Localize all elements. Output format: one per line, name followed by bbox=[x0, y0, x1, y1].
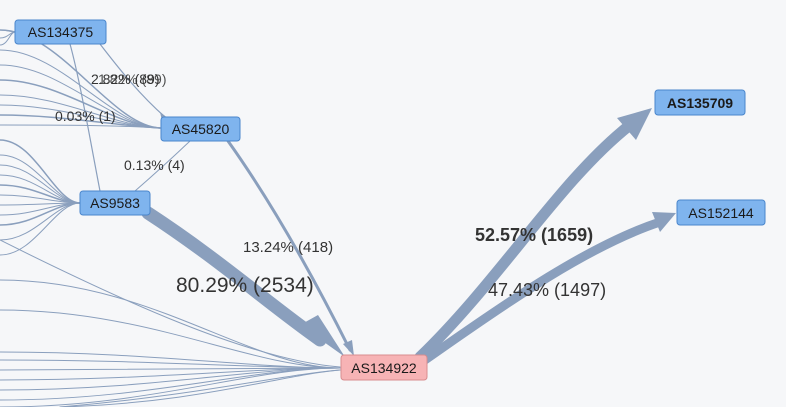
incoming-edges-fan bbox=[0, 29, 341, 407]
incoming-edge bbox=[0, 139, 81, 204]
node-as9583[interactable]: AS9583 bbox=[79, 190, 151, 216]
nodes: AS134375 AS45820 AS9583 AS134922 AS13570… bbox=[14, 19, 766, 381]
edge-label-as9583-as134922: 80.29% (2534) bbox=[176, 274, 314, 297]
node-as134922[interactable]: AS134922 bbox=[340, 354, 428, 381]
incoming-edge bbox=[0, 202, 81, 256]
node-label: AS134922 bbox=[351, 360, 417, 376]
edge-label-extra: 0.03% (1) bbox=[55, 108, 116, 124]
main-edges bbox=[69, 43, 676, 365]
arrowhead-as9583-as134922 bbox=[300, 315, 345, 357]
incoming-edge bbox=[0, 367, 341, 371]
edge-labels: 2.82% (89) 1.82% (89) 0.03% (1) 0.13% (4… bbox=[55, 71, 606, 300]
edge-as45820-as134922 bbox=[226, 139, 352, 352]
edge-label-as45820-as134922: 13.24% (418) bbox=[243, 239, 333, 256]
node-label: AS134375 bbox=[28, 24, 94, 40]
edge-as134375-as45820 bbox=[99, 43, 166, 118]
node-as135709[interactable]: AS135709 bbox=[654, 89, 746, 116]
edge-as9583-as134922 bbox=[141, 206, 327, 347]
incoming-edge bbox=[0, 309, 341, 369]
edge-label-as134375-as45820: 2.82% (89) bbox=[91, 71, 159, 87]
incoming-edge bbox=[0, 239, 341, 368]
incoming-edge bbox=[0, 164, 81, 204]
edge-as134375-as9583 bbox=[69, 43, 101, 192]
edge-label-as134375-as9583: 1.82% (89) bbox=[98, 71, 166, 87]
incoming-edge bbox=[59, 369, 341, 407]
arrowhead-as134922-as152144 bbox=[652, 212, 676, 232]
node-label: AS152144 bbox=[688, 205, 754, 221]
node-as134375[interactable]: AS134375 bbox=[14, 19, 107, 45]
node-as152144[interactable]: AS152144 bbox=[676, 199, 766, 226]
edge-as134922-as152144 bbox=[420, 217, 665, 365]
incoming-edge bbox=[0, 279, 341, 369]
edge-label-as45820-as9583: 0.13% (4) bbox=[124, 157, 185, 173]
arrowhead-as45820-as134922 bbox=[343, 340, 354, 356]
incoming-edge bbox=[0, 31, 16, 46]
incoming-edge bbox=[0, 367, 341, 407]
node-label: AS9583 bbox=[90, 195, 140, 211]
arrowhead-as134922-as135709 bbox=[617, 108, 652, 140]
edge-label-as134922-as152144: 47.43% (1497) bbox=[488, 280, 606, 300]
edge-label-as134922-as135709: 52.57% (1659) bbox=[475, 225, 593, 245]
node-label: AS45820 bbox=[172, 121, 230, 137]
incoming-edge bbox=[0, 359, 341, 369]
incoming-edge bbox=[0, 49, 161, 129]
incoming-edge bbox=[0, 124, 161, 129]
incoming-edge bbox=[0, 202, 81, 241]
node-as45820[interactable]: AS45820 bbox=[160, 116, 241, 142]
edge-as134922-as135709 bbox=[414, 119, 636, 363]
node-label: AS135709 bbox=[667, 95, 733, 111]
edge-as45820-as9583 bbox=[134, 140, 191, 192]
